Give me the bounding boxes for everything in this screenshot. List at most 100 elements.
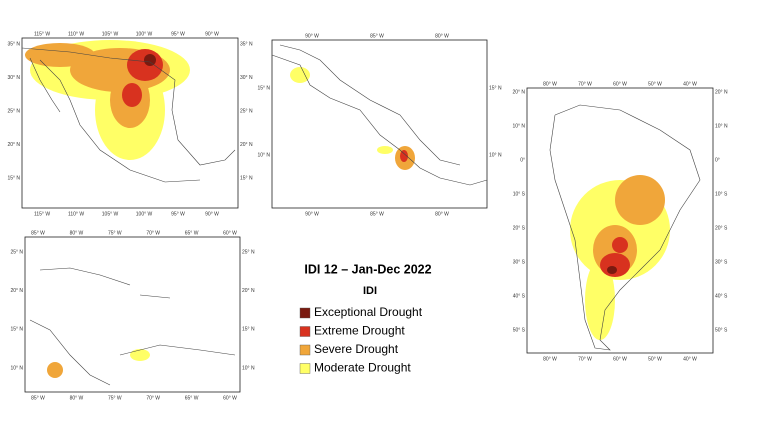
lon-label: 90° W	[305, 211, 319, 217]
lat-label: 10° N	[489, 152, 502, 158]
map-title: IDI 12 – Jan-Dec 2022	[304, 262, 431, 276]
lon-label: 115° W	[34, 211, 50, 217]
lon-label: 80° W	[543, 356, 557, 362]
lat-label: 40° S	[513, 293, 526, 299]
lon-label: 60° W	[613, 81, 627, 87]
lon-label: 85° W	[31, 230, 45, 236]
drought-area	[290, 67, 415, 170]
lon-label: 65° W	[185, 230, 199, 236]
lat-label: 50° S	[715, 327, 728, 333]
lat-label: 40° S	[715, 293, 728, 299]
lon-label: 95° W	[171, 211, 185, 217]
lon-label: 60° W	[223, 395, 237, 401]
legend-swatch	[299, 307, 311, 319]
lon-label: 80° W	[70, 395, 84, 401]
lat-label: 10° N	[10, 365, 23, 371]
lon-label: 105° W	[102, 31, 119, 37]
drought-area	[47, 349, 150, 378]
lon-label: 80° W	[435, 33, 449, 39]
lat-label: 20° N	[512, 89, 525, 95]
drought-area	[570, 175, 670, 340]
lon-label: 70° W	[146, 230, 160, 236]
lat-label: 10° N	[512, 123, 525, 129]
lat-label: 20° S	[513, 225, 526, 231]
map-central-america	[271, 39, 488, 209]
lon-label: 105° W	[102, 211, 119, 217]
lat-label: 30° N	[7, 75, 20, 81]
lon-label: 50° W	[648, 81, 662, 87]
lat-label: 10° N	[257, 152, 270, 158]
tick-labels: 115° W 115° W 110° W 110° W 105° W 105° W 100°…	[7, 31, 728, 401]
lon-label: 85° W	[370, 33, 384, 39]
lat-label: 20° N	[240, 142, 253, 148]
lon-label: 40° W	[683, 81, 697, 87]
lat-label: 25° N	[10, 249, 23, 255]
lat-label: 15° N	[489, 85, 502, 91]
lon-label: 80° W	[70, 230, 84, 236]
legend-swatch	[299, 363, 311, 374]
lon-label: 75° W	[108, 230, 122, 236]
lat-label: 0°	[715, 157, 720, 163]
lon-label: 70° W	[578, 81, 592, 87]
lat-label: 25° N	[7, 108, 20, 114]
coastline	[549, 104, 701, 351]
lat-label: 30° N	[240, 75, 253, 81]
legend: Exceptional Drought Extreme Drought Severe…	[299, 305, 423, 375]
lat-label: 15° N	[7, 175, 20, 181]
lat-label: 10° S	[715, 191, 728, 197]
lat-label: 20° N	[242, 288, 255, 294]
lat-label: 50° S	[513, 327, 526, 333]
lat-label: 10° N	[242, 365, 255, 371]
lat-label: 0°	[520, 157, 525, 163]
lon-label: 75° W	[108, 395, 122, 401]
lon-label: 80° W	[435, 211, 449, 217]
lat-label: 35° N	[240, 41, 253, 47]
lon-label: 50° W	[648, 356, 662, 362]
lon-label: 90° W	[305, 33, 319, 39]
legend-label: Exceptional Drought	[314, 305, 423, 319]
lat-label: 20° N	[10, 288, 23, 294]
lat-label: 15° N	[242, 327, 255, 333]
lon-label: 85° W	[370, 211, 384, 217]
lon-label: 115° W	[34, 31, 50, 37]
lon-label: 90° W	[205, 211, 219, 217]
lon-label: 70° W	[146, 395, 160, 401]
legend-label: Moderate Drought	[314, 361, 411, 375]
lon-label: 110° W	[68, 31, 84, 37]
lat-label: 20° N	[715, 89, 728, 95]
coastline	[271, 44, 488, 186]
lon-label: 95° W	[171, 31, 185, 37]
drought-area	[25, 40, 190, 160]
lon-label: 90° W	[205, 31, 219, 37]
lon-label: 100° W	[136, 211, 153, 217]
lat-label: 10° S	[513, 191, 526, 197]
lat-label: 20° S	[715, 225, 728, 231]
lat-label: 10° N	[715, 123, 728, 129]
lat-label: 30° S	[513, 259, 526, 265]
legend-title: IDI	[363, 285, 377, 297]
coastline	[21, 47, 236, 183]
lon-label: 100° W	[136, 31, 153, 37]
legend-label: Severe Drought	[314, 342, 399, 356]
lon-label: 60° W	[613, 356, 627, 362]
lon-label: 110° W	[68, 211, 84, 217]
lat-label: 15° N	[10, 327, 23, 333]
lon-label: 60° W	[223, 230, 237, 236]
lat-label: 15° N	[257, 85, 270, 91]
lon-label: 80° W	[543, 81, 557, 87]
lon-label: 70° W	[578, 356, 592, 362]
legend-swatch	[299, 344, 311, 356]
legend-swatch	[299, 326, 311, 337]
coastline	[29, 267, 236, 386]
coastline	[29, 57, 61, 113]
lon-label: 85° W	[31, 395, 45, 401]
lon-label: 40° W	[683, 356, 697, 362]
lat-label: 15° N	[240, 175, 253, 181]
lon-label: 65° W	[185, 395, 199, 401]
lat-label: 25° N	[240, 108, 253, 114]
lat-label: 20° N	[7, 142, 20, 148]
lat-label: 35° N	[7, 41, 20, 47]
lat-label: 30° S	[715, 259, 728, 265]
legend-label: Extreme Drought	[314, 324, 405, 338]
